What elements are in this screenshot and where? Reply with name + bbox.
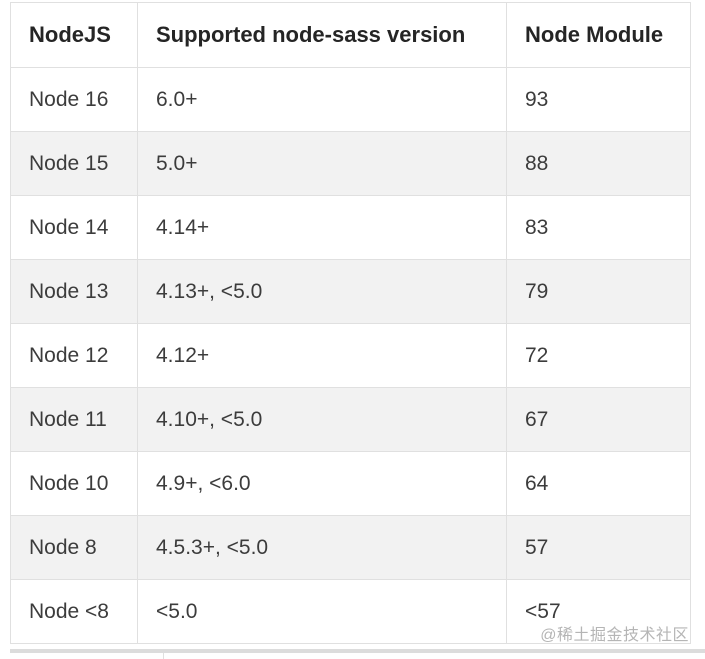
table-header-row: NodeJS Supported node-sass version Node … [10, 2, 691, 68]
cell-node-module: 83 [506, 195, 691, 260]
header-node-module: Node Module [506, 2, 691, 68]
table-row: Node <8 <5.0 <57 [10, 579, 691, 644]
cell-sass-version: 6.0+ [137, 67, 507, 132]
cell-node-module: 79 [506, 259, 691, 324]
node-sass-compatibility-table: NodeJS Supported node-sass version Node … [10, 2, 691, 644]
cell-nodejs: Node 16 [10, 67, 138, 132]
cell-nodejs: Node 11 [10, 387, 138, 452]
cell-node-module: <57 [506, 579, 691, 644]
cell-nodejs: Node <8 [10, 579, 138, 644]
cell-node-module: 64 [506, 451, 691, 516]
cell-node-module: 72 [506, 323, 691, 388]
cell-node-module: 57 [506, 515, 691, 580]
table-row: Node 14 4.14+ 83 [10, 195, 691, 260]
table-row: Node 8 4.5.3+, <5.0 57 [10, 515, 691, 580]
cell-node-module: 67 [506, 387, 691, 452]
table-row: Node 12 4.12+ 72 [10, 323, 691, 388]
table-row: Node 15 5.0+ 88 [10, 131, 691, 196]
header-sass-version: Supported node-sass version [137, 2, 507, 68]
juejin-watermark: @稀土掘金技术社区 [540, 627, 689, 644]
next-table-top-border [10, 649, 705, 653]
cell-sass-version: 4.9+, <6.0 [137, 451, 507, 516]
cell-sass-version: 4.10+, <5.0 [137, 387, 507, 452]
cell-sass-version: <5.0 [137, 579, 507, 644]
cell-sass-version: 4.12+ [137, 323, 507, 388]
cell-nodejs: Node 10 [10, 451, 138, 516]
table-row: Node 13 4.13+, <5.0 79 [10, 259, 691, 324]
table-row: Node 10 4.9+, <6.0 64 [10, 451, 691, 516]
cell-nodejs: Node 8 [10, 515, 138, 580]
cell-sass-version: 5.0+ [137, 131, 507, 196]
cell-node-module: 88 [506, 131, 691, 196]
header-nodejs: NodeJS [10, 2, 138, 68]
cell-nodejs: Node 13 [10, 259, 138, 324]
next-table-column-divider [163, 653, 164, 659]
cell-node-module: 93 [506, 67, 691, 132]
table-row: Node 11 4.10+, <5.0 67 [10, 387, 691, 452]
cell-nodejs: Node 12 [10, 323, 138, 388]
cell-sass-version: 4.14+ [137, 195, 507, 260]
cell-sass-version: 4.13+, <5.0 [137, 259, 507, 324]
cell-nodejs: Node 14 [10, 195, 138, 260]
table-row: Node 16 6.0+ 93 [10, 67, 691, 132]
cell-nodejs: Node 15 [10, 131, 138, 196]
cell-sass-version: 4.5.3+, <5.0 [137, 515, 507, 580]
